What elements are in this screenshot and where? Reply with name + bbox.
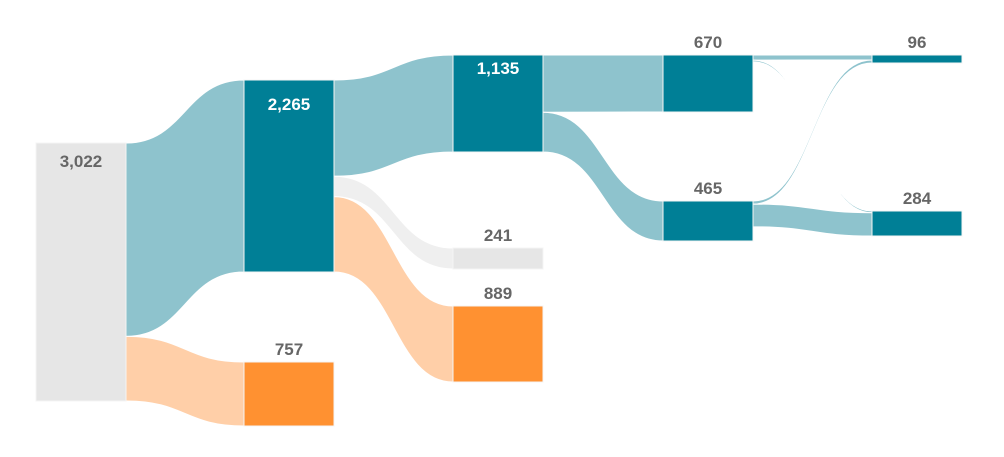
link-n3-n6	[542, 54, 664, 113]
link-n6-n8	[752, 54, 873, 61]
node-label-n8: 96	[908, 33, 927, 52]
node-n1	[243, 79, 335, 273]
node-n8	[871, 54, 963, 64]
node-n7	[662, 200, 754, 242]
node-label-n3: 1,135	[477, 59, 520, 78]
node-n3	[452, 54, 544, 153]
link-n1-n3	[333, 54, 454, 177]
node-label-n5: 889	[484, 284, 512, 303]
node-label-n0: 3,022	[60, 152, 103, 171]
node-label-n6: 670	[694, 33, 722, 52]
labels-layer: 3,022 2,265 757 1,135 241 889 670 465 96 284	[60, 33, 932, 359]
links-layer	[125, 54, 873, 427]
link-n7-n8	[752, 59, 873, 205]
link-n0-n1	[125, 79, 245, 337]
node-n0	[35, 142, 127, 402]
node-label-n1: 2,265	[268, 95, 311, 114]
node-label-n2: 757	[275, 340, 303, 359]
link-n0-n2	[125, 335, 245, 427]
node-label-n4: 241	[484, 226, 512, 245]
link-n6-n9	[752, 59, 873, 214]
link-n7-n9	[752, 203, 873, 237]
node-n5	[452, 305, 544, 383]
link-n3-n7	[542, 111, 664, 242]
node-label-n9: 284	[903, 189, 932, 208]
node-label-n7: 465	[694, 179, 722, 198]
node-n2	[243, 361, 335, 427]
node-n4	[452, 247, 544, 270]
nodes-layer	[35, 54, 963, 427]
node-n9	[871, 210, 963, 237]
node-n6	[662, 54, 754, 113]
